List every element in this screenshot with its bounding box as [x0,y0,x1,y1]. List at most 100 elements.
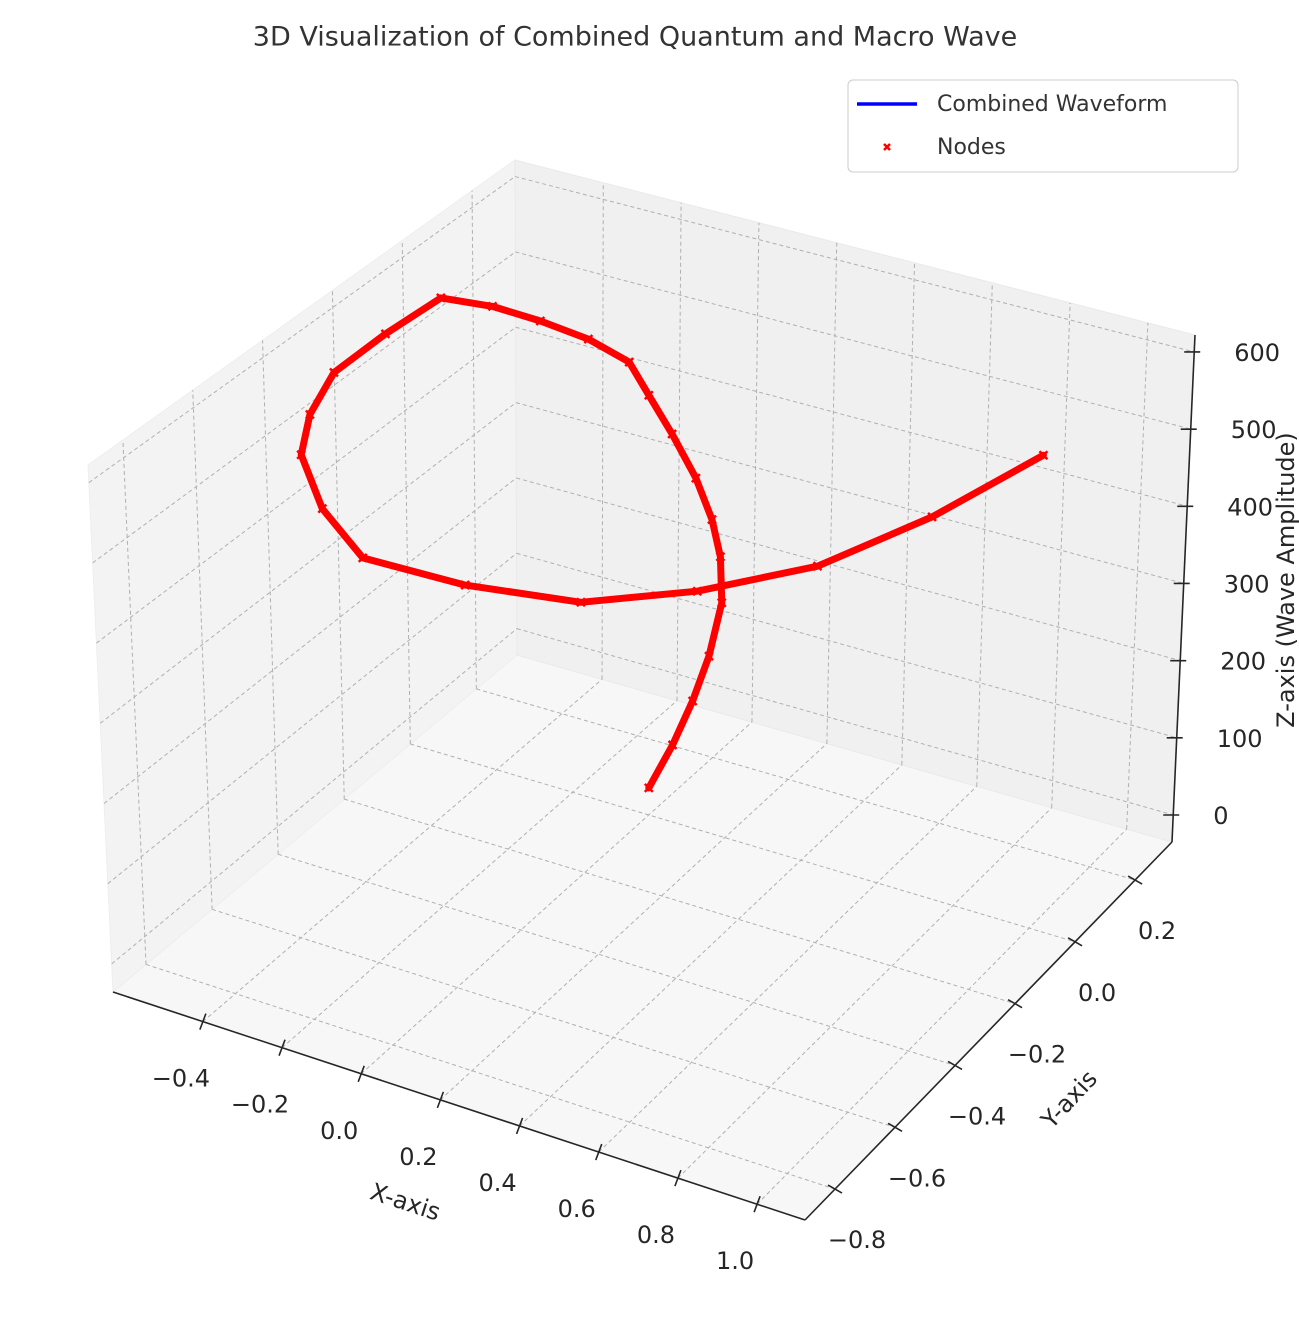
grid-line [440,743,828,1101]
z-tick-label: 300 [1224,570,1270,598]
grid-line [111,628,518,965]
node-marker [576,597,586,608]
node-marker [380,329,391,339]
legend-box [847,79,1239,173]
grid-line [598,785,978,1153]
z-axis-line [1171,334,1196,843]
legend-marker [883,143,891,151]
node-marker [357,553,368,563]
x-axis-label: X-axis [367,1178,444,1227]
node-marker [305,409,315,420]
node-marker [687,696,698,706]
z-tick-label: 600 [1234,339,1280,367]
grid-line [515,326,1188,507]
grid-line [1126,322,1149,830]
x-axis-line [112,991,806,1221]
legend-label: Nodes [937,135,1006,160]
y-tick-label: 0.2 [1138,917,1176,945]
node-marker [927,511,937,522]
grid-line [516,628,1174,816]
x-tick-label: 0.0 [320,1117,358,1145]
node-marker [329,367,339,378]
node-marker [296,449,307,460]
chart-title: 3D Visualization of Combined Quantum and… [253,22,1017,53]
node-marker [667,740,678,750]
grid-line [92,251,516,564]
grid-line [344,798,1016,1005]
grid-line [360,721,753,1075]
node-marker [692,586,703,597]
z-axis-label: Z-axis (Wave Amplitude) [1272,432,1299,728]
marks [296,293,1049,793]
node-marker [707,514,717,525]
y-tick-label: −0.2 [1008,1041,1066,1069]
x-tick-label: 0.8 [637,1221,675,1249]
node-marker [436,293,446,303]
node-marker [716,597,727,608]
x-tick-label: −0.4 [152,1065,210,1093]
grid-line [677,807,1053,1179]
grid-line [103,477,517,804]
z-tick-label: 500 [1231,416,1277,444]
node-marker [643,783,654,793]
grid-line [88,176,516,484]
node-marker [624,357,635,368]
grid-line [519,764,903,1127]
grid-line [202,678,603,1022]
legend: Combined Waveform Nodes [847,79,1239,173]
grid-line [516,477,1181,662]
node-marker [667,429,678,439]
node-marker [715,551,726,562]
grid-line [751,222,760,723]
grid-line [515,251,1191,430]
x-tick-label: −0.2 [231,1091,289,1119]
grid-line [410,743,1076,943]
grid-line [145,963,836,1190]
grid-line [1051,302,1071,808]
node-marker [460,580,471,590]
node-marker [690,473,701,483]
x-tick-label: 0.2 [399,1143,437,1171]
node-marker [583,334,594,344]
legend-label: Combined Waveform [937,92,1167,117]
z-tick-label: 0 [1213,802,1228,830]
y-tick-label: −0.8 [828,1226,886,1254]
grid-line [281,700,678,1049]
x-tick-label: 1.0 [716,1247,754,1275]
node-marker [812,561,823,572]
grid-line [471,190,477,689]
y-axis-line [804,841,1173,1221]
grid-line [514,176,1195,353]
node-marker [1038,450,1049,461]
node-marker [535,316,546,326]
grid-line [96,326,516,644]
node-marker [317,503,328,514]
grid [88,176,1195,1205]
z-tick-label: 400 [1227,493,1273,521]
grid-line [601,182,604,680]
z-tick-label: 100 [1217,725,1263,753]
node-marker [704,651,714,662]
node-marker [643,390,654,401]
grid-line [107,552,517,885]
grid-line [756,828,1128,1205]
grid-line [192,390,213,910]
axes: −0.4 −0.2 0.0 0.2 0.4 0.6 0.8 1.0 −0.8 −0.6 −0.4 −0… [112,334,1280,1275]
x-tick-label: 0.6 [558,1195,596,1223]
y-tick-label: −0.4 [948,1102,1006,1130]
grid-line [99,402,517,724]
y-tick-label: 0.0 [1078,979,1116,1007]
grid-line [331,290,345,800]
node-marker [487,301,498,312]
grid-line [278,853,956,1066]
grid-line [211,908,896,1128]
grid-line [122,440,147,965]
grid-line [515,402,1184,584]
grid-line [516,552,1177,739]
x-tick-label: 0.4 [478,1169,516,1197]
y-axis-label: Y-axis [1035,1065,1103,1135]
grid-line [476,688,1136,881]
grid-line [262,340,279,855]
z-tick-label: 200 [1220,648,1266,676]
